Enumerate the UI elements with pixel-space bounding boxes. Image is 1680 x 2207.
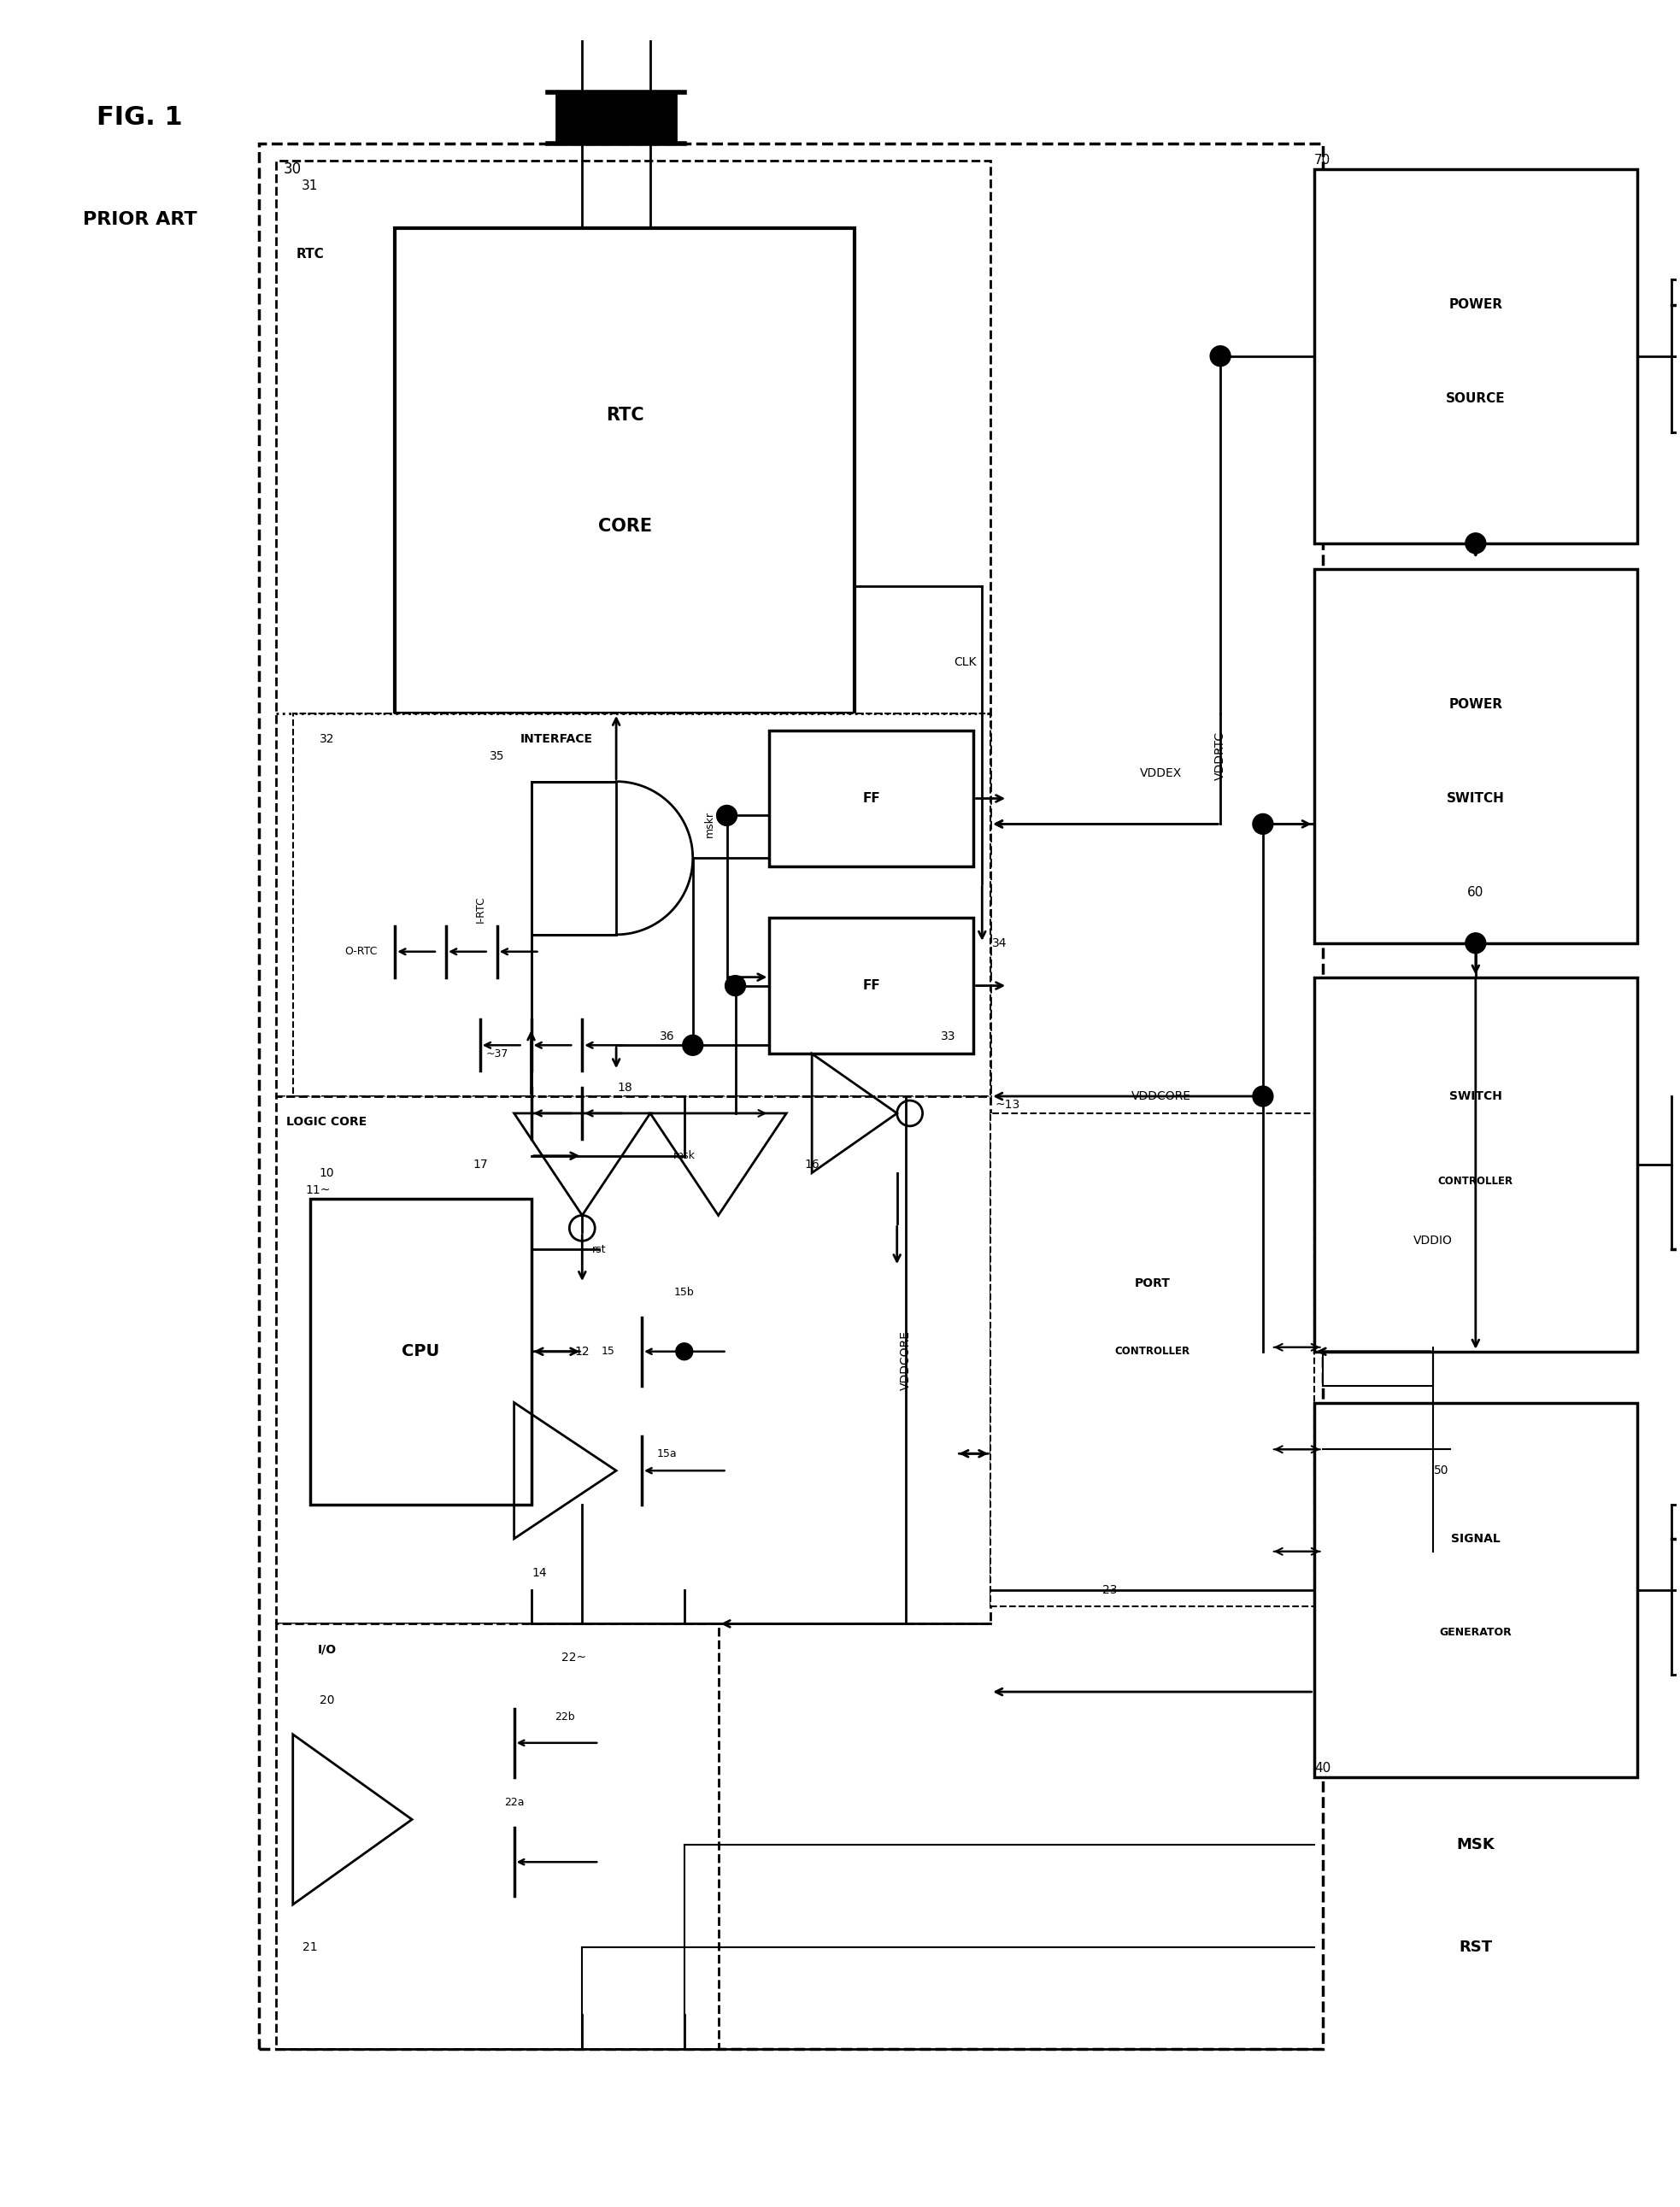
Text: 22b: 22b <box>554 1713 575 1724</box>
Bar <box>276 1624 719 2048</box>
Text: VDDEX: VDDEX <box>1139 768 1181 779</box>
Text: VDDCORE: VDDCORE <box>1131 1090 1191 1101</box>
Text: 36: 36 <box>660 1031 675 1042</box>
Circle shape <box>1253 1086 1273 1106</box>
Text: 22a: 22a <box>504 1796 524 1808</box>
Text: 33: 33 <box>941 1031 956 1042</box>
Bar <box>395 230 855 713</box>
Text: SWITCH: SWITCH <box>1446 792 1505 806</box>
Text: LOGIC CORE: LOGIC CORE <box>287 1117 368 1128</box>
Text: 60: 60 <box>1467 885 1483 898</box>
Bar <box>309 1198 531 1505</box>
Text: SOURCE: SOURCE <box>1446 393 1505 406</box>
Text: 22~: 22~ <box>561 1651 586 1664</box>
Circle shape <box>1465 534 1485 554</box>
Text: 30: 30 <box>284 161 302 177</box>
Text: 31: 31 <box>302 179 318 192</box>
Text: 20: 20 <box>319 1695 334 1706</box>
Text: 17: 17 <box>472 1159 487 1170</box>
Text: CONTROLLER: CONTROLLER <box>1438 1176 1514 1187</box>
Text: 15: 15 <box>601 1346 615 1357</box>
Text: PORT: PORT <box>1134 1278 1171 1289</box>
Text: 50: 50 <box>1435 1465 1450 1476</box>
Text: POWER: POWER <box>1448 697 1502 711</box>
Text: ~13: ~13 <box>995 1099 1020 1110</box>
Bar <box>991 1112 1314 1607</box>
Text: 21: 21 <box>302 1942 318 1953</box>
Bar <box>531 781 617 934</box>
Text: 15a: 15a <box>657 1448 677 1459</box>
Text: 32: 32 <box>319 733 334 746</box>
Circle shape <box>726 975 746 995</box>
Text: I-RTC: I-RTC <box>474 896 486 923</box>
Bar <box>259 143 1322 2048</box>
Text: SWITCH: SWITCH <box>1450 1090 1502 1101</box>
Text: VDDRTC: VDDRTC <box>1215 731 1226 781</box>
Text: O-RTC: O-RTC <box>344 947 378 958</box>
Text: 40: 40 <box>1314 1761 1331 1774</box>
Bar <box>1322 1309 1433 1386</box>
Text: 14: 14 <box>533 1567 548 1578</box>
Text: RTC: RTC <box>606 406 643 424</box>
Bar <box>1314 978 1638 1351</box>
Bar <box>1314 1404 1638 1777</box>
Bar <box>1314 569 1638 942</box>
Text: SIGNAL: SIGNAL <box>1452 1532 1500 1545</box>
Circle shape <box>717 806 738 825</box>
Text: rst: rst <box>591 1245 606 1256</box>
Bar <box>292 713 991 1097</box>
Text: FIG. 1: FIG. 1 <box>97 106 183 130</box>
Text: RTC: RTC <box>296 247 324 260</box>
Text: INTERFACE: INTERFACE <box>521 733 593 746</box>
Text: 16: 16 <box>805 1159 820 1170</box>
Bar <box>276 161 991 1097</box>
Text: ~37: ~37 <box>486 1048 509 1059</box>
Text: 11~: 11~ <box>306 1183 331 1196</box>
Text: CPU: CPU <box>402 1344 440 1360</box>
Circle shape <box>675 1344 692 1360</box>
Text: 35: 35 <box>489 750 504 761</box>
Text: 70: 70 <box>1314 154 1331 168</box>
Text: 12: 12 <box>575 1346 590 1357</box>
Text: CLK: CLK <box>954 655 976 669</box>
Bar <box>1322 1514 1433 1589</box>
Text: 15b: 15b <box>674 1287 694 1298</box>
Text: I/O: I/O <box>318 1644 336 1655</box>
Bar <box>276 1097 991 1624</box>
Text: 18: 18 <box>617 1081 632 1095</box>
Circle shape <box>1465 934 1485 953</box>
Text: CORE: CORE <box>598 519 652 534</box>
Text: VDDCORE: VDDCORE <box>899 1331 912 1390</box>
Circle shape <box>1210 346 1230 366</box>
Bar <box>769 918 974 1053</box>
Text: GENERATOR: GENERATOR <box>1440 1627 1512 1638</box>
Bar <box>1322 1410 1433 1488</box>
Text: FF: FF <box>862 792 880 806</box>
Text: MSK: MSK <box>1457 1836 1495 1852</box>
Circle shape <box>682 1035 702 1055</box>
Circle shape <box>1253 814 1273 834</box>
Text: 34: 34 <box>991 938 1006 949</box>
Text: msk: msk <box>674 1150 696 1161</box>
Bar <box>556 93 675 143</box>
Bar <box>769 731 974 867</box>
Bar <box>1314 170 1638 543</box>
Text: 23: 23 <box>1102 1585 1117 1596</box>
Text: RST: RST <box>1458 1940 1492 1955</box>
Text: CONTROLLER: CONTROLLER <box>1114 1346 1189 1357</box>
Text: PRIOR ART: PRIOR ART <box>82 212 197 230</box>
Text: POWER: POWER <box>1448 298 1502 311</box>
Text: mskr: mskr <box>704 810 716 836</box>
Text: 10: 10 <box>319 1168 334 1179</box>
Text: VDDIO: VDDIO <box>1413 1236 1453 1247</box>
Text: FF: FF <box>862 980 880 993</box>
